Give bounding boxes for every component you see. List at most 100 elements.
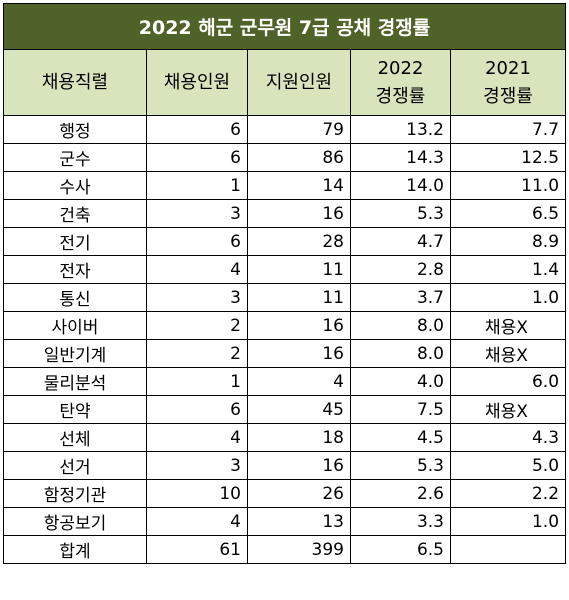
table-row: 선거 3 16 5.3 5.0	[3, 451, 567, 480]
table-cell: 2.2	[449, 479, 567, 508]
column-header: 2021 경쟁률	[449, 49, 567, 116]
table-row: 전자 4 11 2.8 1.4	[3, 255, 567, 284]
competition-table-container: 2022 해군 군무원 7급 공채 경쟁률 채용직렬 채용인원 지원인원 2022 경쟁…	[2, 3, 567, 564]
table-body: 행정 6 79 13.2 7.7 군수 6 86 14.3 12.5 수사 1 14 14.0 11.0 건축…	[3, 115, 567, 564]
row-label: 물리분석	[3, 367, 147, 396]
table-cell: 6	[146, 115, 248, 144]
table-cell: 6.0	[449, 367, 567, 396]
table-cell: 61	[146, 535, 248, 564]
table-cell: 채용X	[449, 311, 567, 340]
column-header: 지원인원	[247, 49, 351, 116]
row-label: 수사	[3, 171, 147, 200]
table-cell: 1	[146, 171, 248, 200]
header-row: 채용직렬 채용인원 지원인원 2022 경쟁률 2021 경쟁률	[3, 49, 567, 116]
table-cell: 14.0	[350, 171, 451, 200]
row-label: 전기	[3, 227, 147, 256]
table-cell: 2	[146, 339, 248, 368]
table-cell: 14	[247, 171, 351, 200]
table-cell: 6	[146, 227, 248, 256]
table-cell: 1.0	[449, 283, 567, 312]
table-cell: 6.5	[449, 199, 567, 228]
table-title: 2022 해군 군무원 7급 공채 경쟁률	[2, 3, 567, 50]
table-cell: 채용X	[449, 395, 567, 424]
row-label: 선거	[3, 451, 147, 480]
table-cell: 3.3	[350, 507, 451, 536]
table-cell: 16	[247, 339, 351, 368]
row-label: 합계	[3, 535, 147, 564]
row-label: 통신	[3, 283, 147, 312]
table-cell: 5.0	[449, 451, 567, 480]
row-label: 행정	[3, 115, 147, 144]
table-cell: 13.2	[350, 115, 451, 144]
row-label: 탄약	[3, 395, 147, 424]
table-row: 전기 6 28 4.7 8.9	[3, 227, 567, 256]
table-row: 함정기관 10 26 2.6 2.2	[3, 479, 567, 508]
table-row: 일반기계 2 16 8.0 채용X	[3, 339, 567, 368]
table-cell: 3.7	[350, 283, 451, 312]
table-cell: 16	[247, 451, 351, 480]
table-cell: 2.6	[350, 479, 451, 508]
table-cell: 79	[247, 115, 351, 144]
table-cell: 86	[247, 143, 351, 172]
table-row: 군수 6 86 14.3 12.5	[3, 143, 567, 172]
table-cell: 13	[247, 507, 351, 536]
column-header: 2022 경쟁률	[350, 49, 451, 116]
table-cell: 8.9	[449, 227, 567, 256]
row-label: 사이버	[3, 311, 147, 340]
table-row: 합계 61 399 6.5	[3, 535, 567, 564]
column-header: 채용직렬	[3, 49, 147, 116]
competition-table: 2022 해군 군무원 7급 공채 경쟁률 채용직렬 채용인원 지원인원 2022 경쟁…	[2, 3, 567, 564]
table-row: 사이버 2 16 8.0 채용X	[3, 311, 567, 340]
table-cell: 6	[146, 395, 248, 424]
table-row: 물리분석 1 4 4.0 6.0	[3, 367, 567, 396]
table-cell: 7.7	[449, 115, 567, 144]
row-label: 건축	[3, 199, 147, 228]
table-cell: 2.8	[350, 255, 451, 284]
table-cell: 3	[146, 199, 248, 228]
table-cell: 4	[146, 255, 248, 284]
table-cell: 5.3	[350, 451, 451, 480]
table-row: 건축 3 16 5.3 6.5	[3, 199, 567, 228]
table-cell: 18	[247, 423, 351, 452]
table-cell: 8.0	[350, 339, 451, 368]
table-row: 탄약 6 45 7.5 채용X	[3, 395, 567, 424]
table-cell: 4	[146, 507, 248, 536]
table-cell: 8.0	[350, 311, 451, 340]
table-cell: 399	[247, 535, 351, 564]
table-cell: 4	[146, 423, 248, 452]
row-label: 함정기관	[3, 479, 147, 508]
row-label: 군수	[3, 143, 147, 172]
table-cell: 1.0	[449, 507, 567, 536]
row-label: 전자	[3, 255, 147, 284]
table-row: 수사 1 14 14.0 11.0	[3, 171, 567, 200]
table-cell: 10	[146, 479, 248, 508]
table-cell: 28	[247, 227, 351, 256]
table-cell: 14.3	[350, 143, 451, 172]
row-label: 일반기계	[3, 339, 147, 368]
table-cell: 4.3	[449, 423, 567, 452]
table-cell: 4.7	[350, 227, 451, 256]
table-cell: 4.5	[350, 423, 451, 452]
table-cell: 16	[247, 199, 351, 228]
table-cell: 11	[247, 283, 351, 312]
table-cell: 3	[146, 283, 248, 312]
table-cell	[449, 535, 567, 564]
table-cell: 11	[247, 255, 351, 284]
row-label: 선체	[3, 423, 147, 452]
table-cell: 4.0	[350, 367, 451, 396]
table-cell: 채용X	[449, 339, 567, 368]
table-cell: 1	[146, 367, 248, 396]
table-cell: 11.0	[449, 171, 567, 200]
table-row: 선체 4 18 4.5 4.3	[3, 423, 567, 452]
table-cell: 7.5	[350, 395, 451, 424]
table-cell: 45	[247, 395, 351, 424]
table-row: 항공보기 4 13 3.3 1.0	[3, 507, 567, 536]
table-cell: 1.4	[449, 255, 567, 284]
table-row: 행정 6 79 13.2 7.7	[3, 115, 567, 144]
column-header: 채용인원	[146, 49, 248, 116]
table-cell: 3	[146, 451, 248, 480]
table-cell: 12.5	[449, 143, 567, 172]
table-cell: 6	[146, 143, 248, 172]
row-label: 항공보기	[3, 507, 147, 536]
table-cell: 2	[146, 311, 248, 340]
